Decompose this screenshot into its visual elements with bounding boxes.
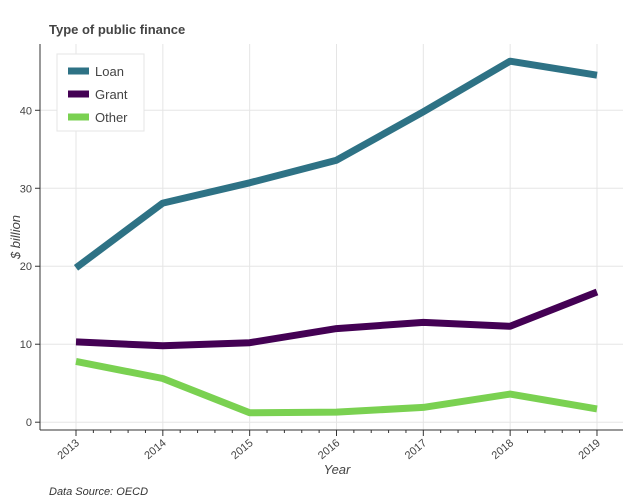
data-point-other	[160, 376, 166, 382]
x-tick-label: 2013	[55, 437, 81, 462]
data-point-loan	[333, 157, 339, 163]
x-tick-label: 2019	[576, 437, 602, 462]
data-point-loan	[247, 180, 253, 186]
y-ticks: 0 10 20 30 40	[20, 105, 40, 429]
x-tick-label: 2015	[229, 437, 255, 462]
data-point-grant	[420, 319, 426, 325]
data-point-loan	[73, 265, 79, 271]
y-tick-label: 30	[20, 183, 32, 195]
legend-item-grant[interactable]: Grant	[95, 87, 128, 102]
data-point-grant	[507, 323, 513, 329]
y-axis-label: $ billion	[8, 215, 23, 260]
data-point-other	[333, 409, 339, 415]
y-tick-label: 0	[26, 417, 32, 429]
chart-title: Type of public finance	[49, 22, 185, 37]
y-tick-label: 10	[20, 339, 32, 351]
data-point-grant	[333, 326, 339, 332]
data-point-grant	[594, 289, 600, 295]
data-point-loan	[160, 200, 166, 206]
legend-item-loan[interactable]: Loan	[95, 64, 124, 79]
series-line-grant	[75, 288, 599, 350]
data-point-grant	[247, 340, 253, 346]
data-point-grant	[73, 339, 79, 345]
series-lines	[73, 57, 600, 417]
data-point-other	[420, 404, 426, 410]
data-point-loan	[507, 58, 513, 64]
y-tick-label: 40	[20, 105, 32, 117]
x-tick-label: 2018	[490, 437, 516, 462]
legend-item-other[interactable]: Other	[95, 110, 128, 125]
series-line-other	[75, 357, 598, 417]
data-point-loan	[420, 109, 426, 115]
series-line-loan	[73, 57, 598, 271]
x-ticks: 2013 2014 2015 2016 2017 2018 2019	[55, 430, 603, 462]
data-point-other	[73, 358, 79, 364]
data-point-other	[594, 406, 600, 412]
x-tick-label: 2017	[403, 437, 429, 462]
data-point-loan	[594, 72, 600, 78]
data-point-grant	[160, 343, 166, 349]
x-tick-label: 2016	[316, 437, 342, 462]
legend[interactable]: Loan Grant Other	[56, 53, 145, 132]
data-point-other	[507, 391, 513, 397]
x-tick-label: 2014	[142, 437, 168, 462]
data-point-other	[247, 410, 253, 416]
data-source-note: Data Source: OECD	[49, 486, 148, 498]
x-axis-label: Year	[324, 462, 351, 477]
y-tick-label: 20	[20, 261, 32, 273]
